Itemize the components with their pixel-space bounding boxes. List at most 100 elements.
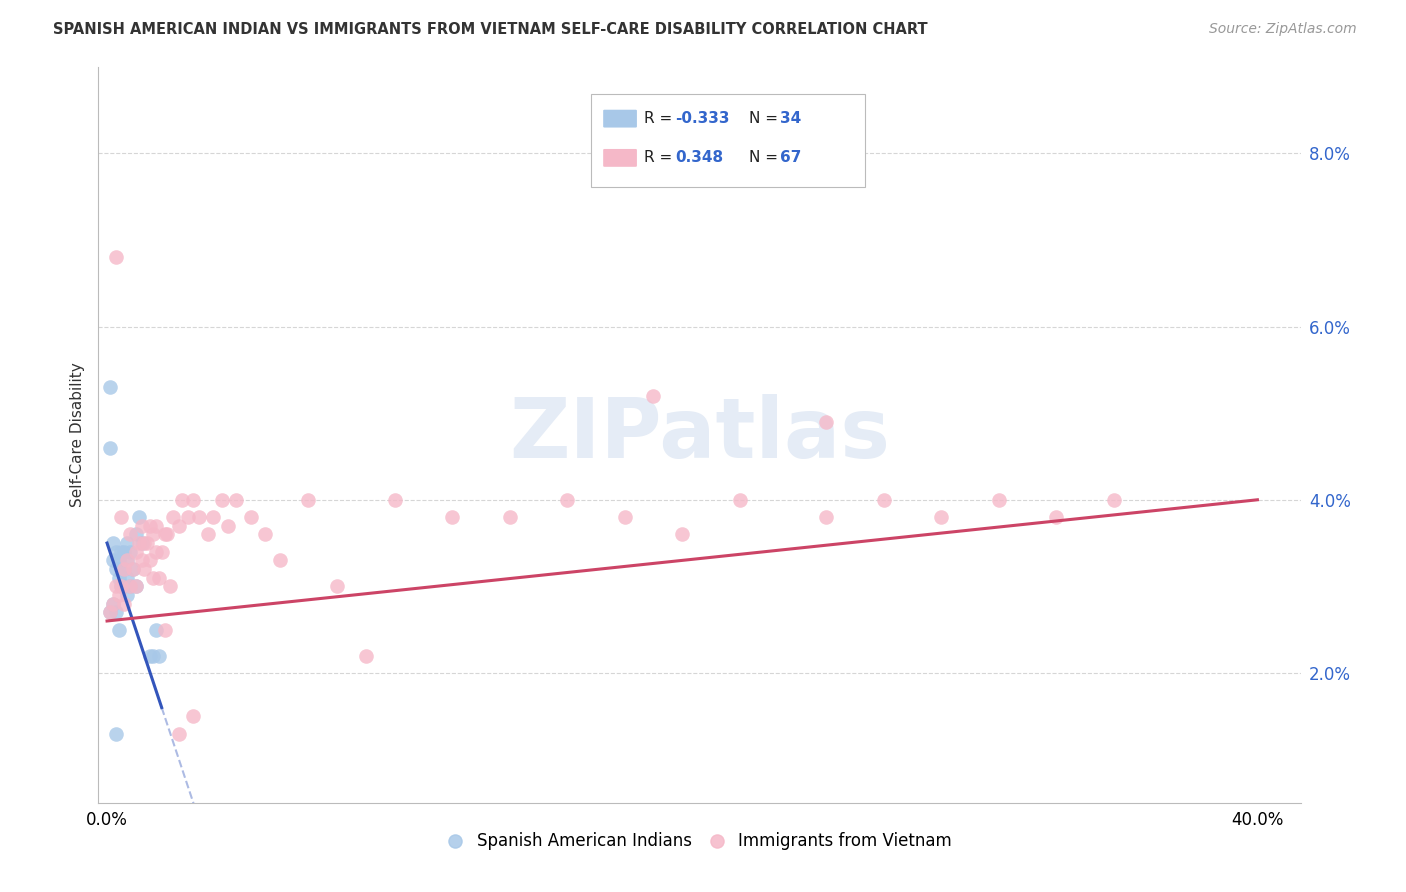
Point <box>107 553 129 567</box>
Point <box>104 562 127 576</box>
Point <box>101 597 124 611</box>
Point <box>122 562 145 576</box>
Point <box>139 648 162 663</box>
Point <box>125 579 148 593</box>
Point <box>110 579 132 593</box>
Point <box>120 545 141 559</box>
Point <box>1102 492 1125 507</box>
Point <box>326 579 349 593</box>
Point <box>142 648 165 663</box>
Point <box>239 510 262 524</box>
Point <box>159 579 181 593</box>
Point <box>107 571 129 585</box>
Point <box>125 527 148 541</box>
Point <box>101 553 124 567</box>
Point <box>115 536 138 550</box>
Point <box>125 545 148 559</box>
Text: -0.333: -0.333 <box>675 112 730 126</box>
Text: Source: ZipAtlas.com: Source: ZipAtlas.com <box>1209 22 1357 37</box>
Point <box>167 726 190 740</box>
Point <box>110 562 132 576</box>
Point <box>156 527 179 541</box>
Point <box>148 648 170 663</box>
Point <box>104 251 127 265</box>
Point <box>122 562 145 576</box>
Text: 34: 34 <box>780 112 801 126</box>
Text: 0.348: 0.348 <box>675 151 723 165</box>
Point <box>142 571 165 585</box>
Point <box>183 492 205 507</box>
Point <box>671 527 693 541</box>
Point <box>269 553 291 567</box>
Point <box>110 579 132 593</box>
Point <box>176 510 198 524</box>
Point <box>170 492 193 507</box>
Point <box>499 510 522 524</box>
Point <box>115 588 138 602</box>
Point <box>153 527 176 541</box>
Point <box>136 536 159 550</box>
Point <box>98 441 121 455</box>
Point <box>139 553 162 567</box>
Point <box>128 536 150 550</box>
Point <box>145 623 167 637</box>
Point <box>183 709 205 723</box>
Point <box>1045 510 1067 524</box>
Y-axis label: Self-Care Disability: Self-Care Disability <box>69 362 84 508</box>
Point <box>115 553 138 567</box>
Point <box>110 545 132 559</box>
Text: N =: N = <box>749 112 783 126</box>
Point <box>101 597 124 611</box>
Point <box>98 605 121 619</box>
Point <box>211 492 233 507</box>
Point <box>110 510 132 524</box>
Point <box>148 571 170 585</box>
Point <box>197 527 219 541</box>
Point <box>814 510 837 524</box>
Point <box>120 527 141 541</box>
Point <box>131 536 153 550</box>
Point <box>987 492 1010 507</box>
Point <box>145 518 167 533</box>
Point <box>162 510 184 524</box>
Point <box>150 545 173 559</box>
Point <box>104 605 127 619</box>
Point <box>142 527 165 541</box>
Point <box>112 545 135 559</box>
Point <box>115 571 138 585</box>
Text: R =: R = <box>644 151 682 165</box>
Point <box>872 492 894 507</box>
Point <box>115 553 138 567</box>
Text: ZIPatlas: ZIPatlas <box>509 394 890 475</box>
Point <box>107 623 129 637</box>
Point <box>217 518 239 533</box>
Point <box>384 492 406 507</box>
Point <box>297 492 319 507</box>
Point <box>98 380 121 394</box>
Point <box>131 553 153 567</box>
Point <box>153 623 176 637</box>
Point <box>814 415 837 429</box>
Point <box>613 510 636 524</box>
Point <box>104 726 127 740</box>
Point <box>128 510 150 524</box>
Point <box>225 492 247 507</box>
Point <box>112 597 135 611</box>
Point <box>929 510 952 524</box>
Point <box>202 510 225 524</box>
Point <box>131 518 153 533</box>
Text: SPANISH AMERICAN INDIAN VS IMMIGRANTS FROM VIETNAM SELF-CARE DISABILITY CORRELAT: SPANISH AMERICAN INDIAN VS IMMIGRANTS FR… <box>53 22 928 37</box>
Point <box>104 579 127 593</box>
Point <box>188 510 211 524</box>
Legend: Spanish American Indians, Immigrants from Vietnam: Spanish American Indians, Immigrants fro… <box>440 826 959 857</box>
Point <box>134 562 156 576</box>
Point <box>145 545 167 559</box>
Point <box>125 579 148 593</box>
Text: 67: 67 <box>780 151 801 165</box>
Point <box>728 492 751 507</box>
Point <box>101 536 124 550</box>
Point <box>441 510 464 524</box>
Point <box>139 518 162 533</box>
Point <box>555 492 578 507</box>
Point <box>112 562 135 576</box>
